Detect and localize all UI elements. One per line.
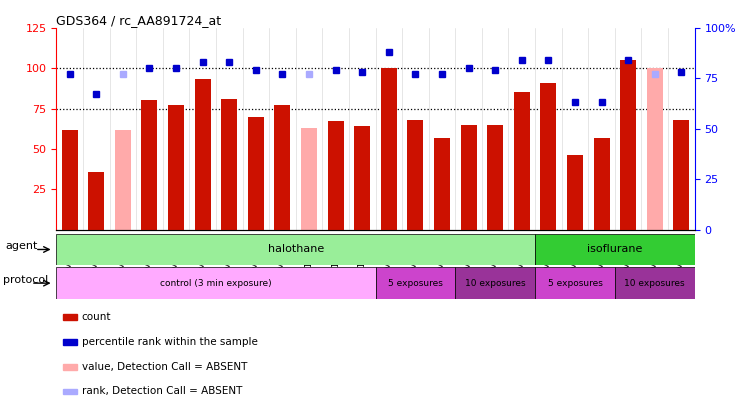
Bar: [541, 83, 556, 230]
Text: agent: agent: [6, 241, 38, 251]
Bar: [89, 171, 104, 230]
Bar: [434, 137, 450, 230]
Bar: [248, 116, 264, 230]
Bar: [62, 388, 77, 394]
Bar: [460, 125, 477, 230]
Bar: [615, 267, 695, 299]
Bar: [593, 137, 610, 230]
Bar: [381, 68, 397, 230]
Bar: [620, 60, 636, 230]
Bar: [62, 314, 77, 320]
Text: rank, Detection Call = ABSENT: rank, Detection Call = ABSENT: [82, 386, 243, 396]
Bar: [408, 120, 424, 230]
Bar: [56, 267, 376, 299]
Text: 10 exposures: 10 exposures: [625, 279, 685, 287]
Bar: [567, 155, 583, 230]
Text: isoflurane: isoflurane: [587, 244, 643, 255]
Bar: [56, 234, 535, 265]
Bar: [62, 364, 77, 370]
Bar: [514, 92, 529, 230]
Bar: [222, 99, 237, 230]
Text: count: count: [82, 312, 111, 322]
Text: GDS364 / rc_AA891724_at: GDS364 / rc_AA891724_at: [56, 13, 222, 27]
Bar: [487, 125, 503, 230]
Text: control (3 min exposure): control (3 min exposure): [160, 279, 272, 287]
Bar: [168, 105, 184, 230]
Bar: [274, 105, 291, 230]
Bar: [535, 234, 695, 265]
Text: value, Detection Call = ABSENT: value, Detection Call = ABSENT: [82, 362, 247, 372]
Bar: [62, 339, 77, 345]
Bar: [647, 68, 663, 230]
Bar: [62, 129, 77, 230]
Bar: [301, 128, 317, 230]
Text: halothane: halothane: [267, 244, 324, 255]
Text: percentile rank within the sample: percentile rank within the sample: [82, 337, 258, 347]
Text: 5 exposures: 5 exposures: [388, 279, 443, 287]
Bar: [674, 120, 689, 230]
Bar: [376, 267, 455, 299]
Bar: [455, 267, 535, 299]
Bar: [195, 80, 210, 230]
Bar: [115, 129, 131, 230]
Text: 5 exposures: 5 exposures: [547, 279, 602, 287]
Text: protocol: protocol: [3, 275, 48, 285]
Bar: [327, 122, 344, 230]
Text: 10 exposures: 10 exposures: [465, 279, 526, 287]
Bar: [141, 101, 158, 230]
Bar: [354, 126, 370, 230]
Bar: [535, 267, 615, 299]
